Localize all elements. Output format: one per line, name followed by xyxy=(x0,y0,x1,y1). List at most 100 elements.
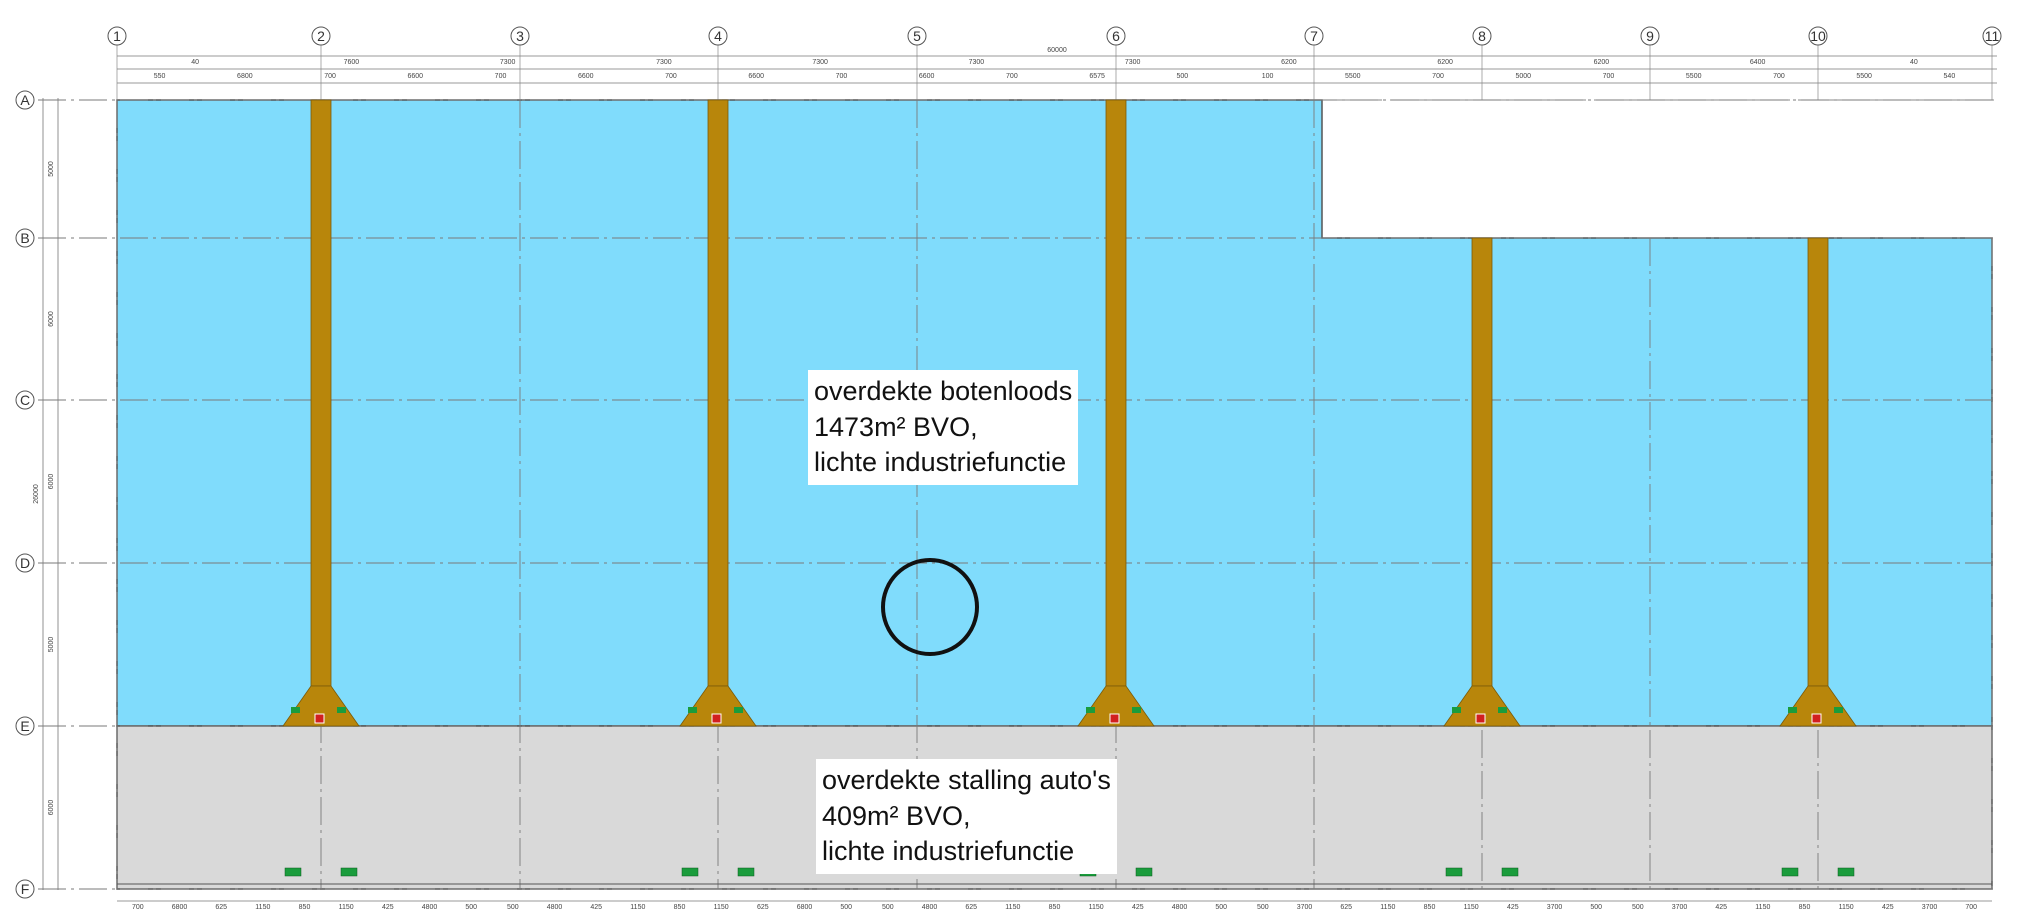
emergency-exit-sign-icon xyxy=(340,867,358,877)
grid-label-row: B xyxy=(20,230,29,246)
emergency-exit-sign-icon xyxy=(1501,867,1519,877)
emergency-exit-sign-icon xyxy=(1132,707,1141,713)
fire-extinguisher-icon xyxy=(1109,713,1120,724)
left-dimension-texts: 5000 6000 6000 5000 6000 xyxy=(48,161,55,815)
dimension-text: 6600 xyxy=(919,73,935,80)
emergency-exit-sign-icon xyxy=(1452,707,1461,713)
left-dimension-lines xyxy=(42,98,59,890)
dimension-text: 7300 xyxy=(1125,59,1141,66)
dimension-text: 6200 xyxy=(1281,59,1297,66)
dimension-text: 700 xyxy=(1006,73,1018,80)
grid-label-row: D xyxy=(20,555,30,571)
walkway xyxy=(1779,237,1857,727)
boathouse-label-line2: 1473m² BVO, xyxy=(814,411,978,442)
emergency-exit-sign-icon xyxy=(734,707,743,713)
marker-circle-icon xyxy=(881,558,979,656)
emergency-exit-sign-icon xyxy=(1135,867,1153,877)
dimension-text: 850 xyxy=(299,904,311,911)
dimension-text: 625 xyxy=(965,904,977,911)
dimension-text: 6200 xyxy=(1437,59,1453,66)
grid-bubble-col xyxy=(510,26,530,46)
fire-extinguisher-icon xyxy=(1475,713,1486,724)
dimension-text: 3700 xyxy=(1922,904,1938,911)
dimension-text: 500 xyxy=(840,904,852,911)
dimension-text: 1150 xyxy=(1089,904,1104,911)
grid-bubble-col xyxy=(311,26,331,46)
dimension-text: 5500 xyxy=(1856,73,1872,80)
grid-bubble-col xyxy=(1304,26,1324,46)
emergency-exit-sign-icon xyxy=(284,867,302,877)
dimension-text: 5000 xyxy=(1515,73,1531,80)
dimension-text: 6800 xyxy=(237,73,253,80)
dimension-text: 500 xyxy=(1176,73,1188,80)
walkway xyxy=(679,99,757,727)
dimension-text: 100 xyxy=(1262,73,1274,80)
dimension-text: 1150 xyxy=(339,904,354,911)
grid-label-col: 5 xyxy=(913,28,921,44)
emergency-exit-sign-icon xyxy=(337,707,346,713)
grid-bubble-row xyxy=(15,390,35,410)
walkway xyxy=(1077,99,1155,727)
grid-bubble-col xyxy=(1472,26,1492,46)
grid-bubbles: 1 2 3 4 5 6 7 8 9 10 11 A B C D E F xyxy=(15,26,2002,899)
dimension-text: 700 xyxy=(1965,904,1977,911)
grid-label-row: C xyxy=(20,392,30,408)
dimension-text: 1150 xyxy=(1755,904,1770,911)
grid-bubble-col xyxy=(907,26,927,46)
dimension-text: 700 xyxy=(132,904,144,911)
dimension-text: 1150 xyxy=(630,904,645,911)
dimension-text: 425 xyxy=(1132,904,1144,911)
grid-bubble-col xyxy=(1640,26,1660,46)
dimension-text: 500 xyxy=(1632,904,1644,911)
dimension-text: 850 xyxy=(1799,904,1811,911)
dimension-text: 1150 xyxy=(1464,904,1479,911)
dimension-text: 6000 xyxy=(48,800,55,816)
grid-bubble-row xyxy=(15,879,35,899)
dimension-text: 40 xyxy=(191,59,199,66)
dimension-text: 850 xyxy=(1049,904,1061,911)
emergency-exit-sign-icon xyxy=(1788,707,1797,713)
emergency-exit-sign-icon xyxy=(1498,707,1507,713)
top-dimension-lines xyxy=(117,55,1997,84)
parking-label-line1: overdekte stalling auto's xyxy=(822,765,1111,795)
emergency-exit-sign-icon xyxy=(1837,867,1855,877)
grid-bubble-col xyxy=(708,26,728,46)
boathouse-label-line3: lichte industriefunctie xyxy=(814,447,1067,478)
boathouse-label-line1: overdekte botenloods xyxy=(814,376,1073,406)
dimension-text: 6600 xyxy=(748,73,764,80)
dimension-text: 7300 xyxy=(812,59,828,66)
emergency-exit-sign-icon xyxy=(1834,707,1843,713)
dimension-text: 6400 xyxy=(1750,59,1766,66)
dimension-text: 700 xyxy=(1432,73,1444,80)
dimension-text: 550 xyxy=(154,73,166,80)
dimension-text: 425 xyxy=(590,904,602,911)
dimension-text: 700 xyxy=(836,73,848,80)
emergency-exit-sign-icon xyxy=(1445,867,1463,877)
dimension-text: 700 xyxy=(1773,73,1785,80)
grid-label-row: E xyxy=(20,718,29,734)
dimension-text: 4800 xyxy=(547,904,563,911)
dimension-text: 625 xyxy=(215,904,227,911)
dimension-text: 540 xyxy=(1944,73,1956,80)
grid-bubble-row xyxy=(15,716,35,736)
walkways xyxy=(282,99,1857,727)
dimension-text: 425 xyxy=(1882,904,1894,911)
emergency-exit-sign-icon xyxy=(1781,867,1799,877)
emergency-exit-sign-icon xyxy=(688,707,697,713)
dimension-text: 6800 xyxy=(172,904,188,911)
grid-label-col: 10 xyxy=(1810,28,1826,44)
dimension-text: 500 xyxy=(1257,904,1269,911)
grid-label-col: 6 xyxy=(1112,28,1120,44)
grid-label-col: 2 xyxy=(317,28,325,44)
dimension-text: 6600 xyxy=(408,73,424,80)
grid-bubble-col xyxy=(1982,26,2002,46)
fire-extinguisher-icon xyxy=(314,713,325,724)
dimension-text: 500 xyxy=(1590,904,1602,911)
fire-extinguisher-icon xyxy=(1811,713,1822,724)
dimension-text: 6000 xyxy=(48,311,55,327)
grid-label-col: 8 xyxy=(1478,28,1486,44)
dimension-text: 3700 xyxy=(1547,904,1563,911)
dimension-text: 4800 xyxy=(1172,904,1188,911)
overall-left-dimension: 26000 xyxy=(33,484,40,504)
dimension-text: 1150 xyxy=(1839,904,1854,911)
